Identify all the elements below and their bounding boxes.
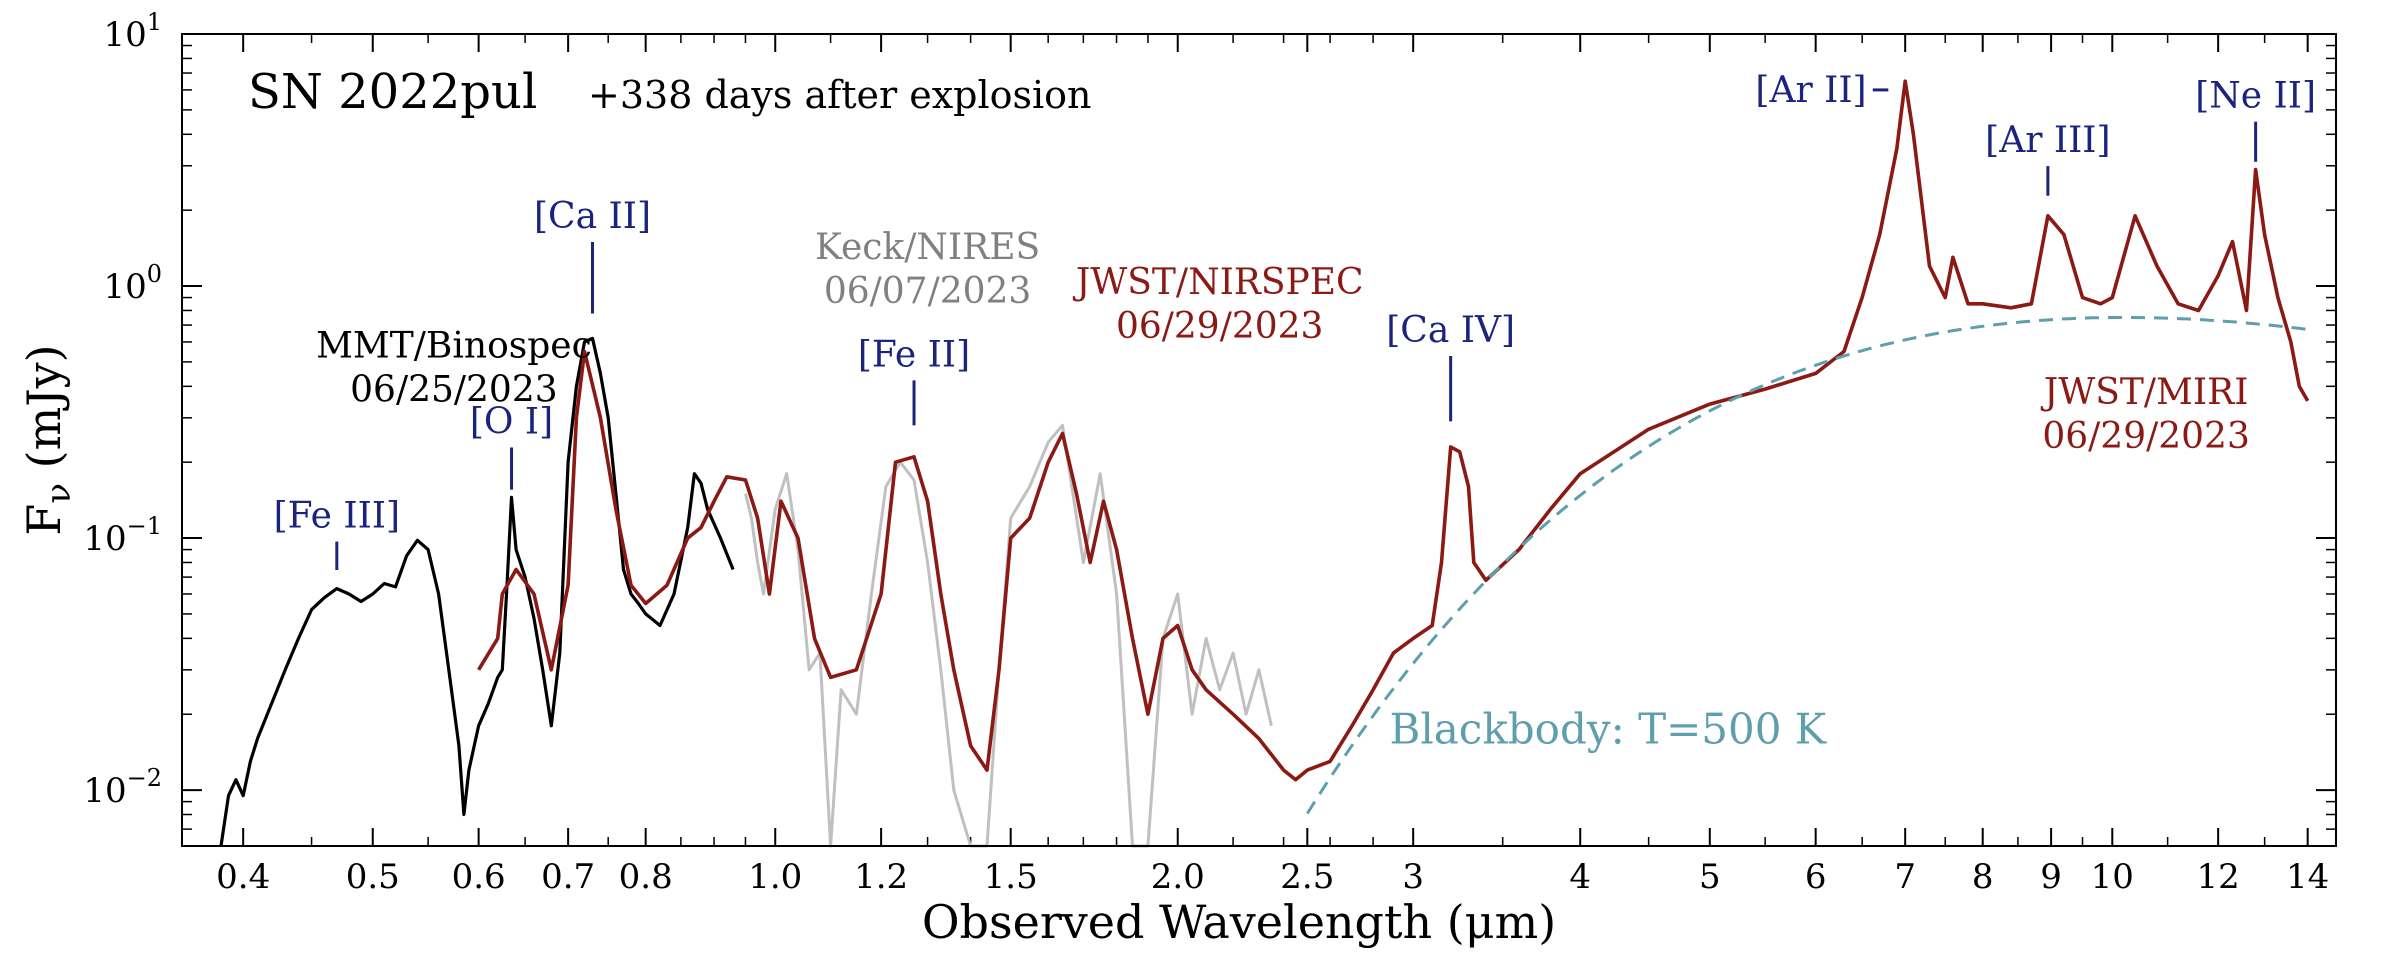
series-label-mmt-binospec: MMT/Binospec: [316, 326, 592, 367]
y-axis-title-main: F: [17, 504, 71, 536]
x-tick-label: 0.7: [541, 857, 595, 897]
series-date-mmt-binospec: 06/25/2023: [350, 370, 558, 411]
y-tick-label: 101: [103, 8, 162, 55]
y-tick-exponent: 0: [147, 260, 162, 288]
x-tick-label: 1.0: [748, 857, 802, 897]
y-tick-base: 10: [83, 771, 126, 811]
x-tick-label: 5: [1699, 857, 1721, 897]
line-label: [Ar II]: [1755, 70, 1866, 111]
y-tick-label: 100: [103, 260, 162, 307]
line-label: [Fe II]: [858, 334, 970, 375]
series-mmt-binospec: [219, 336, 735, 847]
x-tick-label: 0.5: [346, 857, 400, 897]
x-tick-label: 10: [2091, 857, 2134, 897]
y-tick-label: 10−2: [83, 764, 162, 811]
x-tick-label: 2.5: [1280, 857, 1334, 897]
chart-title: SN 2022pul: [248, 64, 537, 120]
series-keck-nires: [744, 423, 1273, 848]
line-label: [Ne II]: [2195, 76, 2316, 117]
y-tick-base: 10: [103, 15, 146, 55]
x-tick-label: 2.0: [1151, 857, 1205, 897]
y-tick-base: 10: [83, 519, 126, 559]
line-label: [Ca II]: [534, 196, 651, 237]
x-tick-label: 1.5: [984, 857, 1038, 897]
y-tick-exponent: −1: [127, 512, 162, 540]
series-date-jwst-miri: 06/29/2023: [2042, 416, 2250, 457]
line-label: [Ca IV]: [1386, 310, 1515, 351]
x-tick-label: 0.6: [452, 857, 506, 897]
x-tick-label: 4: [1569, 857, 1591, 897]
line-label: [Fe III]: [274, 496, 401, 537]
series-blackbody: [1306, 316, 2308, 815]
x-tick-label: 9: [2040, 857, 2062, 897]
plot-frame: [181, 33, 2337, 847]
x-tick-label: 8: [1972, 857, 1994, 897]
x-tick-label: 3: [1402, 857, 1424, 897]
x-tick-label: 1.2: [854, 857, 908, 897]
annotation-group: 0.4 0.5 0.6 0.7 0.8 1.0 1.2 1.5 2.0 2.5 3 4 5 6 7 8 9 10 1…: [83, 8, 2329, 897]
chart-subtitle: +338 days after explosion: [588, 73, 1091, 117]
y-tick-exponent: 1: [147, 8, 162, 36]
series-date-keck-nires: 06/07/2023: [824, 271, 1032, 312]
x-axis-title: Observed Wavelength (μm): [922, 895, 1556, 949]
line-label: [Ar III]: [1985, 120, 2110, 161]
series-jwst-nirspec: [477, 349, 1711, 782]
tick-marks: [182, 33, 2336, 847]
line-label: [O I]: [470, 401, 553, 442]
series-label-jwst-miri: JWST/MIRI: [2040, 372, 2249, 413]
blackbody-label: Blackbody: T=500 K: [1389, 705, 1827, 754]
series-date-jwst-nirspec: 06/29/2023: [1116, 306, 1324, 347]
series-label-jwst-nirspec: JWST/NIRSPEC: [1072, 262, 1364, 303]
y-tick-exponent: −2: [127, 764, 162, 792]
x-tick-label: 7: [1894, 857, 1916, 897]
x-tick-label: 0.8: [619, 857, 673, 897]
y-tick-base: 10: [103, 267, 146, 307]
y-tick-label: 10−1: [83, 512, 162, 559]
x-tick-label: 6: [1805, 857, 1827, 897]
series-label-keck-nires: Keck/NIRES: [815, 227, 1040, 268]
x-tick-label: 14: [2286, 857, 2329, 897]
y-axis-title-unit: (mJy): [17, 344, 71, 483]
x-tick-label: 12: [2197, 857, 2240, 897]
y-axis-title: Fν (mJy): [17, 344, 79, 535]
x-tick-label: 0.4: [216, 857, 270, 897]
y-axis-title-sub: ν: [39, 483, 79, 504]
series-jwst-miri: [1709, 79, 2310, 406]
series-group: [219, 79, 2310, 848]
